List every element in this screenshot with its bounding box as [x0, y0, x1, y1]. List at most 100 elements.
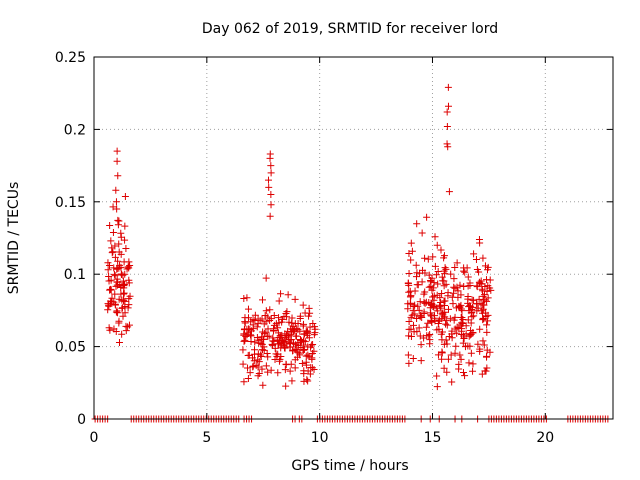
data-point	[435, 317, 443, 325]
data-point	[267, 191, 275, 199]
data-point	[295, 349, 303, 357]
data-point	[119, 312, 127, 320]
data-point	[310, 331, 318, 339]
data-point	[104, 266, 112, 274]
data-point	[415, 324, 423, 332]
data-point	[266, 154, 274, 162]
data-point	[426, 330, 434, 338]
data-point	[285, 331, 293, 339]
data-point	[411, 287, 419, 295]
data-point	[432, 271, 440, 279]
data-point	[302, 352, 310, 360]
data-point	[421, 299, 429, 307]
data-point	[454, 287, 462, 295]
data-point	[298, 360, 306, 368]
data-point	[453, 259, 461, 267]
data-point	[284, 291, 292, 299]
data-point	[115, 240, 123, 248]
x-tick-label: 0	[90, 430, 99, 446]
data-point	[460, 282, 468, 290]
data-point	[294, 342, 302, 350]
data-point	[110, 270, 118, 278]
data-point	[467, 319, 475, 327]
data-point	[434, 268, 442, 276]
data-point	[291, 356, 299, 364]
data-point	[405, 359, 413, 367]
data-point	[255, 370, 263, 378]
data-point	[114, 172, 122, 180]
data-point	[410, 302, 418, 310]
data-point	[249, 362, 257, 370]
data-point	[271, 344, 279, 352]
data-point	[413, 314, 421, 322]
data-point	[111, 272, 119, 280]
data-point	[440, 252, 448, 260]
x-axis-title: GPS time / hours	[291, 458, 408, 474]
data-point	[435, 316, 443, 324]
data-point	[436, 294, 444, 302]
data-point	[120, 258, 128, 266]
data-point	[434, 351, 442, 359]
data-point	[458, 319, 466, 327]
x-tick-label: 20	[536, 430, 554, 446]
data-point	[476, 325, 484, 333]
data-point	[455, 324, 463, 332]
data-point	[112, 327, 120, 335]
data-point	[294, 320, 302, 328]
data-point	[413, 328, 421, 336]
data-point	[481, 262, 489, 270]
data-point	[437, 246, 445, 254]
data-point	[106, 221, 114, 229]
data-point	[436, 301, 444, 309]
data-point	[112, 308, 120, 316]
data-point	[111, 301, 119, 309]
data-point	[447, 351, 455, 359]
data-point	[444, 355, 452, 363]
data-point	[111, 290, 119, 298]
data-point	[405, 269, 413, 277]
data-point	[109, 248, 117, 256]
data-point	[434, 307, 442, 315]
data-point	[438, 290, 446, 298]
data-point	[434, 280, 442, 288]
data-point	[427, 278, 435, 286]
data-point	[427, 312, 435, 320]
data-point	[425, 298, 433, 306]
data-point	[446, 315, 454, 323]
data-point	[479, 305, 487, 313]
data-point	[441, 297, 449, 305]
data-point	[116, 261, 124, 269]
data-point	[447, 270, 455, 278]
y-tick-label: 0.1	[64, 267, 86, 283]
data-point	[262, 362, 270, 370]
data-point	[433, 383, 441, 391]
data-point	[455, 360, 463, 368]
data-point	[417, 341, 425, 349]
data-point	[125, 279, 133, 287]
data-point	[461, 268, 469, 276]
data-point	[246, 369, 254, 377]
data-point	[483, 346, 491, 354]
data-point	[257, 351, 265, 359]
y-tick-label: 0.2	[64, 122, 86, 138]
data-point	[472, 256, 480, 264]
grid-lines	[94, 57, 613, 419]
data-point	[468, 296, 476, 304]
data-point	[125, 264, 133, 272]
data-point	[118, 330, 126, 338]
plot-frame	[93, 56, 614, 420]
data-point	[444, 143, 452, 151]
data-point	[254, 319, 262, 327]
data-point	[105, 277, 113, 285]
data-point	[253, 323, 261, 331]
data-point	[106, 326, 114, 334]
data-point	[123, 265, 131, 273]
y-tick-label: 0	[77, 412, 86, 428]
data-point	[279, 339, 287, 347]
data-point	[429, 293, 437, 301]
data-point	[311, 325, 319, 333]
data-point	[473, 265, 481, 273]
data-point	[308, 364, 316, 372]
data-point	[480, 301, 488, 309]
axis-ticks: 0 5 10 15 20 0 0.05 0.1 0.15 0.2 0.25	[55, 50, 613, 446]
